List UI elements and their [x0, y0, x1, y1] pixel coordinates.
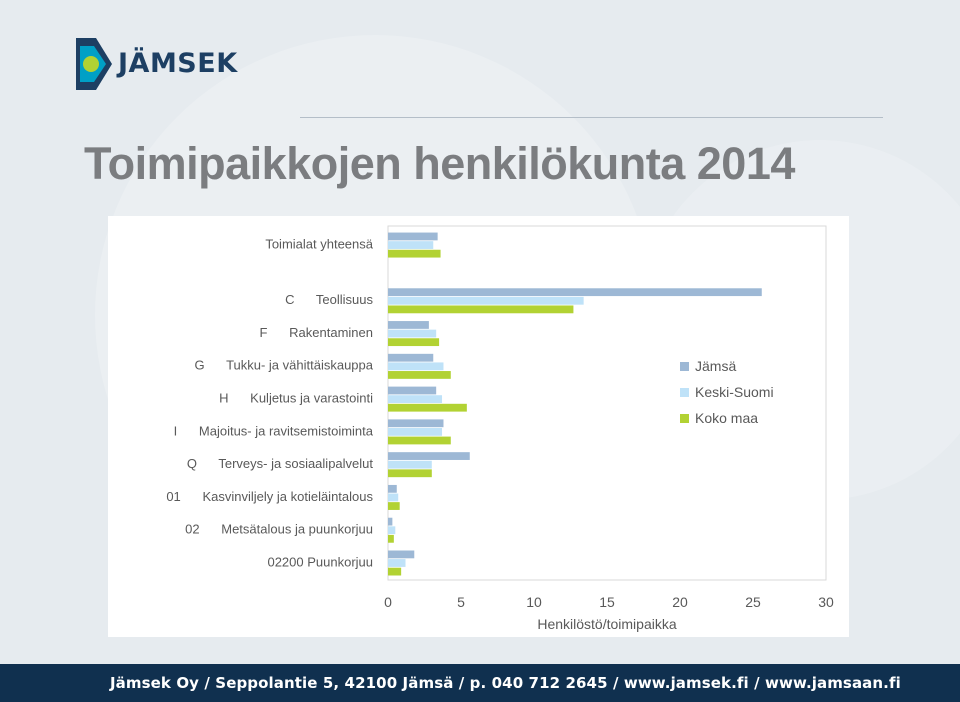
x-tick-label: 10 — [526, 594, 542, 610]
bar-j-ms- — [388, 550, 415, 559]
category-label: F Rakentaminen — [260, 325, 373, 340]
bar-koko-maa — [388, 436, 451, 445]
logo-text: JÄMSEK — [118, 48, 238, 79]
x-axis-label: Henkilöstö/toimipaikka — [537, 616, 676, 632]
bar-koko-maa — [388, 567, 402, 576]
bar-koko-maa — [388, 403, 467, 412]
category-label: 02 Metsätalous ja puunkorjuu — [185, 522, 373, 537]
footer-contact-text: Jämsek Oy / Seppolantie 5, 42100 Jämsä /… — [110, 674, 901, 692]
x-tick-label: 25 — [745, 594, 761, 610]
bar-koko-maa — [388, 249, 441, 258]
plot-area — [387, 225, 827, 581]
bar-keski-suomi — [388, 362, 444, 371]
bar-chart: Toimialat yhteensä C Teollisuus F Rakentam… — [166, 225, 834, 632]
bar-j-ms- — [388, 452, 470, 460]
bar-koko-maa — [388, 469, 432, 478]
legend-entry: Keski-Suomi — [695, 384, 774, 400]
bar-keski-suomi — [388, 493, 399, 502]
legend-swatch — [680, 414, 689, 423]
bar-koko-maa — [388, 338, 440, 347]
category-label: I Majoitus- ja ravitsemistoiminta — [174, 423, 374, 438]
category-label: 02200 Puunkorjuu — [267, 554, 373, 569]
bar-j-ms- — [388, 288, 762, 297]
page-title: Toimipaikkojen henkilökunta 2014 — [84, 138, 795, 189]
bar-keski-suomi — [388, 460, 432, 469]
bar-keski-suomi — [388, 427, 443, 436]
legend-swatch — [680, 362, 689, 371]
x-tick-label: 0 — [384, 594, 392, 610]
logo-mark-icon — [76, 38, 112, 90]
bar-j-ms- — [388, 419, 444, 428]
jamsek-logo: JÄMSEK — [76, 38, 238, 90]
bar-j-ms- — [388, 517, 393, 526]
x-tick-label: 5 — [457, 594, 465, 610]
category-label: G Tukku- ja vähittäiskauppa — [195, 358, 374, 373]
legend-entry: Koko maa — [695, 410, 758, 426]
category-label: H Kuljetus ja varastointi — [219, 391, 373, 406]
bar-koko-maa — [388, 371, 451, 379]
bar-koko-maa — [388, 305, 574, 314]
legend-entry: Jämsä — [695, 358, 736, 374]
bar-keski-suomi — [388, 296, 584, 305]
header-divider — [300, 117, 883, 118]
bar-j-ms- — [388, 321, 429, 329]
category-label: Toimialat yhteensä — [265, 236, 373, 251]
bar-keski-suomi — [388, 241, 434, 249]
bar-koko-maa — [388, 534, 394, 543]
bar-j-ms- — [388, 484, 397, 493]
bar-j-ms- — [388, 353, 434, 362]
bar-keski-suomi — [388, 395, 443, 404]
legend-swatch — [680, 388, 689, 397]
chart-panel: Toimialat yhteensä C Teollisuus F Rakentam… — [108, 216, 849, 637]
bar-j-ms- — [388, 232, 438, 241]
x-tick-label: 20 — [672, 594, 688, 610]
bar-keski-suomi — [388, 559, 406, 567]
category-label: 01 Kasvinviljely ja kotieläintalous — [166, 489, 373, 504]
x-tick-label: 30 — [818, 594, 834, 610]
bar-keski-suomi — [388, 526, 396, 535]
bar-j-ms- — [388, 386, 437, 395]
footer-bar: Jämsek Oy / Seppolantie 5, 42100 Jämsä /… — [0, 664, 960, 702]
category-label: C Teollisuus — [285, 292, 373, 307]
category-label: Q Terveys- ja sosiaalipalvelut — [187, 456, 374, 471]
bar-keski-suomi — [388, 329, 437, 338]
bar-koko-maa — [388, 502, 400, 510]
x-tick-label: 15 — [599, 594, 615, 610]
